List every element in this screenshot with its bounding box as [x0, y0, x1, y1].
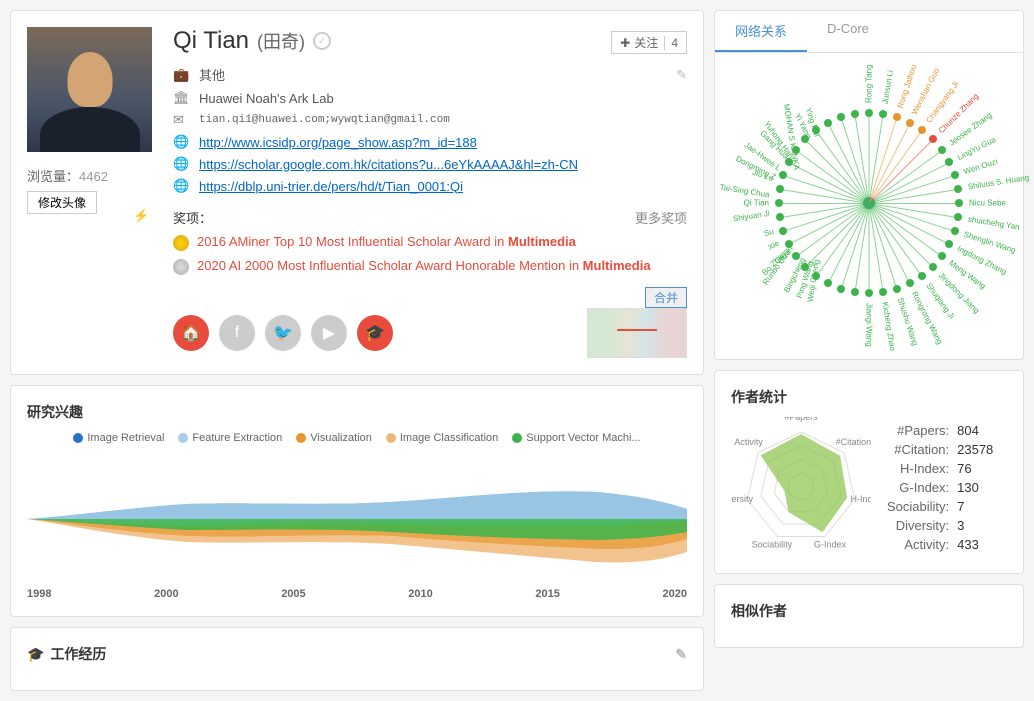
stats-row: G-Index:130	[887, 480, 1007, 495]
profile-name-cn: (田奇)	[257, 28, 305, 54]
youtube-icon[interactable]: ▶	[311, 315, 347, 351]
legend-item[interactable]: Support Vector Machi...	[512, 432, 640, 444]
stats-row: #Citation:23578	[887, 442, 1007, 457]
stats-card: 作者统计 #Papers #Citation H-Index G-Index Socia…	[714, 370, 1024, 574]
interests-title: 研究兴趣	[27, 402, 687, 422]
interests-card: 研究兴趣 Image Retrieval Feature Extraction Vi…	[10, 385, 704, 617]
work-title: 工作经历	[50, 644, 106, 664]
svg-text:#Papers: #Papers	[784, 417, 818, 422]
mail-icon: ✉	[173, 112, 189, 128]
year-axis: 199820002005201020152020	[27, 588, 687, 600]
silver-badge-icon	[173, 259, 189, 275]
briefcase-icon: 💼	[173, 67, 189, 83]
graduation-icon: 🎓	[27, 646, 44, 663]
award-item: 2020 AI 2000 Most Influential Scholar Aw…	[173, 257, 687, 275]
award-item: 2016 AMiner Top 10 Most Influential Scho…	[173, 233, 687, 251]
globe-icon: 🌐	[173, 156, 189, 172]
svg-text:H-Index: H-Index	[851, 494, 871, 504]
homepage-link[interactable]: http://www.icsidp.org/page_show.asp?m_id…	[199, 135, 477, 150]
more-awards-link[interactable]: 更多奖项	[635, 208, 687, 227]
world-map[interactable]	[587, 308, 687, 358]
avatar	[27, 27, 152, 152]
merge-button[interactable]: 合并	[645, 287, 687, 308]
svg-text:Activity: Activity	[734, 437, 763, 447]
radar-chart: #Papers #Citation H-Index G-Index Sociabilit…	[731, 417, 871, 557]
scholar-link[interactable]: https://scholar.google.com.hk/citations?…	[199, 157, 578, 172]
stats-row: Activity:433	[887, 537, 1007, 552]
svg-text:#Citation: #Citation	[836, 437, 871, 447]
legend-item[interactable]: Visualization	[296, 432, 372, 444]
stream-chart	[27, 454, 687, 584]
profile-card: 浏览量：4462 修改头像 Qi Tian (田奇) ✓ ✚关注 4 💼其他✎ …	[10, 10, 704, 375]
svg-text:Sociability: Sociability	[752, 539, 793, 549]
follow-count: 4	[664, 36, 678, 50]
affiliation: Huawei Noah's Ark Lab	[199, 91, 334, 106]
legend-item[interactable]: Feature Extraction	[178, 432, 282, 444]
network-visualization[interactable]: Rong TangJunsun LiRong JathouWenshan Guo…	[731, 63, 1007, 343]
globe-icon: 🌐	[173, 134, 189, 150]
views-label: 浏览量：4462	[27, 166, 157, 185]
stats-row: #Papers:804	[887, 423, 1007, 438]
similar-title: 相似作者	[731, 601, 1007, 621]
tab-network[interactable]: 网络关系	[715, 11, 807, 52]
legend-item[interactable]: Image Retrieval	[73, 432, 164, 444]
stats-row: Diversity:3	[887, 518, 1007, 533]
facebook-icon[interactable]: f	[219, 315, 255, 351]
awards-label: 奖项：	[173, 208, 212, 227]
gold-badge-icon	[173, 235, 189, 251]
category: 其他	[199, 65, 225, 84]
stats-title: 作者统计	[731, 387, 1007, 407]
graduation-icon[interactable]: 🎓	[357, 315, 393, 351]
stats-table: #Papers:804 #Citation:23578 H-Index:76 G-In…	[887, 419, 1007, 556]
edit-avatar-button[interactable]: 修改头像	[27, 191, 97, 214]
chart-legend: Image Retrieval Feature Extraction Visuali…	[27, 432, 687, 444]
similar-authors-card: 相似作者	[714, 584, 1024, 648]
profile-name: Qi Tian	[173, 27, 249, 55]
work-history-card: 🎓 工作经历 ✎	[10, 627, 704, 691]
svg-text:Diversity: Diversity	[731, 494, 753, 504]
globe-icon: 🌐	[173, 178, 189, 194]
stats-row: H-Index:76	[887, 461, 1007, 476]
views-count: 4462	[79, 169, 108, 184]
legend-item[interactable]: Image Classification	[386, 432, 498, 444]
network-card: 网络关系 D-Core Rong TangJunsun LiRong Jatho…	[714, 10, 1024, 360]
edit-icon[interactable]: ✎	[676, 67, 687, 83]
email: tian.qi1@huawei.com;wywqtian@gmail.com	[199, 114, 450, 126]
verify-icon[interactable]: ✓	[313, 32, 331, 50]
svg-text:G-Index: G-Index	[814, 539, 847, 549]
stats-row: Sociability:7	[887, 499, 1007, 514]
dblp-link[interactable]: https://dblp.uni-trier.de/pers/hd/t/Tian…	[199, 179, 463, 194]
building-icon: 🏛	[173, 90, 189, 106]
edit-icon[interactable]: ✎	[675, 646, 687, 663]
lightning-icon: ⚡	[133, 208, 149, 224]
home-icon[interactable]: 🏠	[173, 315, 209, 351]
twitter-icon[interactable]: 🐦	[265, 315, 301, 351]
tab-dcore[interactable]: D-Core	[807, 11, 889, 52]
follow-button[interactable]: ✚关注 4	[611, 31, 687, 54]
